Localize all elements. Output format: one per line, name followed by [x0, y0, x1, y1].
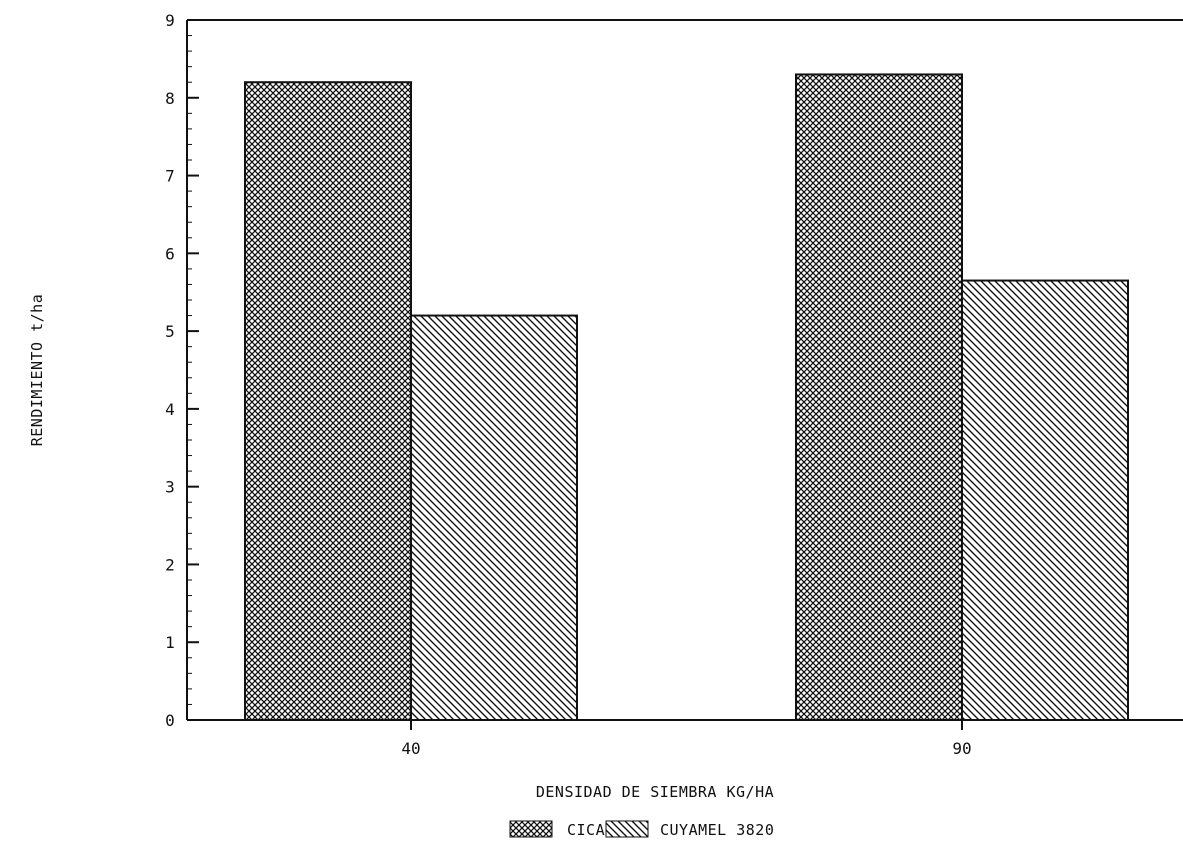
bar-cuyamel-3820-90 — [961, 279, 1129, 721]
x-tick-label: 40 — [401, 739, 420, 758]
y-tick-label: 3 — [165, 478, 175, 497]
x-ticks: 40 90 — [401, 720, 972, 758]
legend: CICA 8 CUYAMEL 3820 — [509, 820, 774, 839]
y-tick-label: 7 — [165, 167, 175, 186]
legend-swatch-cuyamel-3820 — [605, 820, 649, 838]
legend-swatch-cica-8 — [509, 820, 553, 838]
x-tick-label: 90 — [952, 739, 971, 758]
y-ticks: 0 1 2 3 4 5 6 7 8 9 — [165, 11, 199, 730]
y-tick-label: 2 — [165, 555, 175, 574]
x-axis-title: DENSIDAD DE SIEMBRA KG/HA — [536, 783, 774, 801]
y-tick-label: 1 — [165, 633, 175, 652]
legend-label-cuyamel-3820: CUYAMEL 3820 — [660, 821, 774, 839]
y-tick-label: 0 — [165, 711, 175, 730]
bar-cuyamel-3820-40 — [410, 314, 578, 721]
bars — [244, 73, 1129, 721]
y-tick-label: 9 — [165, 11, 175, 30]
y-axis-title: RENDIMIENTO t/ha — [28, 294, 46, 447]
y-tick-label: 6 — [165, 244, 175, 263]
y-tick-label: 5 — [165, 322, 175, 341]
y-tick-label: 8 — [165, 89, 175, 108]
y-tick-label: 4 — [165, 400, 175, 419]
bar-cica-8-40 — [244, 81, 412, 721]
bar-cica-8-90 — [795, 73, 963, 721]
